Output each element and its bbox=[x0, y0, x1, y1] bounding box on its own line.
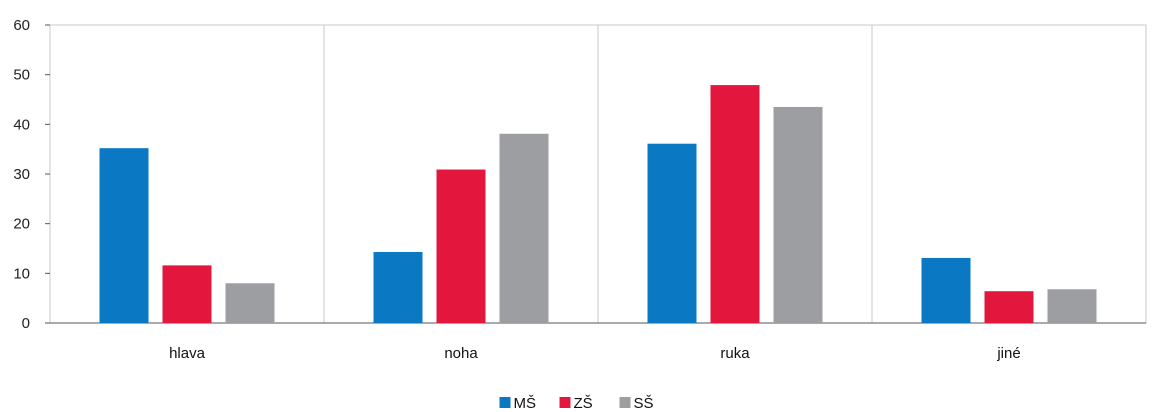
bar-ruka-ZŠ bbox=[710, 85, 760, 323]
legend-label: SŠ bbox=[634, 395, 654, 412]
y-tick-label: 30 bbox=[13, 166, 30, 183]
category-label: noha bbox=[444, 345, 478, 362]
plot-frame bbox=[49, 24, 1147, 324]
y-tick-label: 50 bbox=[13, 67, 30, 84]
legend-swatch-SŠ bbox=[619, 397, 631, 408]
y-tick-label: 40 bbox=[13, 116, 30, 133]
legend-swatch-MŠ bbox=[499, 397, 511, 408]
bar-ruka-MŠ bbox=[647, 143, 697, 323]
y-axis-ticks: 0 10 20 30 40 50 60 bbox=[13, 17, 50, 332]
bar-hlava-MŠ bbox=[99, 148, 149, 323]
category-label: jiné bbox=[996, 345, 1020, 362]
bar-ruka-SŠ bbox=[773, 106, 823, 323]
bar-noha-SŠ bbox=[499, 133, 549, 323]
bar-hlava-ZŠ bbox=[162, 265, 212, 323]
category-label: hlava bbox=[169, 345, 206, 362]
bar-jiné-ZŠ bbox=[984, 291, 1034, 323]
bar-hlava-SŠ bbox=[225, 283, 275, 323]
legend-label: ZŠ bbox=[574, 395, 593, 412]
y-tick-label: 20 bbox=[13, 216, 30, 233]
bar-jiné-MŠ bbox=[921, 257, 971, 323]
category-label: ruka bbox=[720, 345, 750, 362]
bars bbox=[99, 85, 1097, 323]
legend-swatch-ZŠ bbox=[559, 397, 571, 408]
bar-jiné-SŠ bbox=[1047, 289, 1097, 323]
legend-label: MŠ bbox=[514, 395, 537, 412]
legend: MŠ ZŠ SŠ bbox=[499, 395, 654, 412]
bar-noha-ZŠ bbox=[436, 169, 486, 323]
y-tick-label: 0 bbox=[22, 315, 30, 332]
y-tick-label: 60 bbox=[13, 17, 30, 34]
bar-noha-MŠ bbox=[373, 251, 423, 323]
y-tick-label: 10 bbox=[13, 265, 30, 282]
x-axis-categories: hlava noha ruka jiné bbox=[169, 345, 1021, 362]
